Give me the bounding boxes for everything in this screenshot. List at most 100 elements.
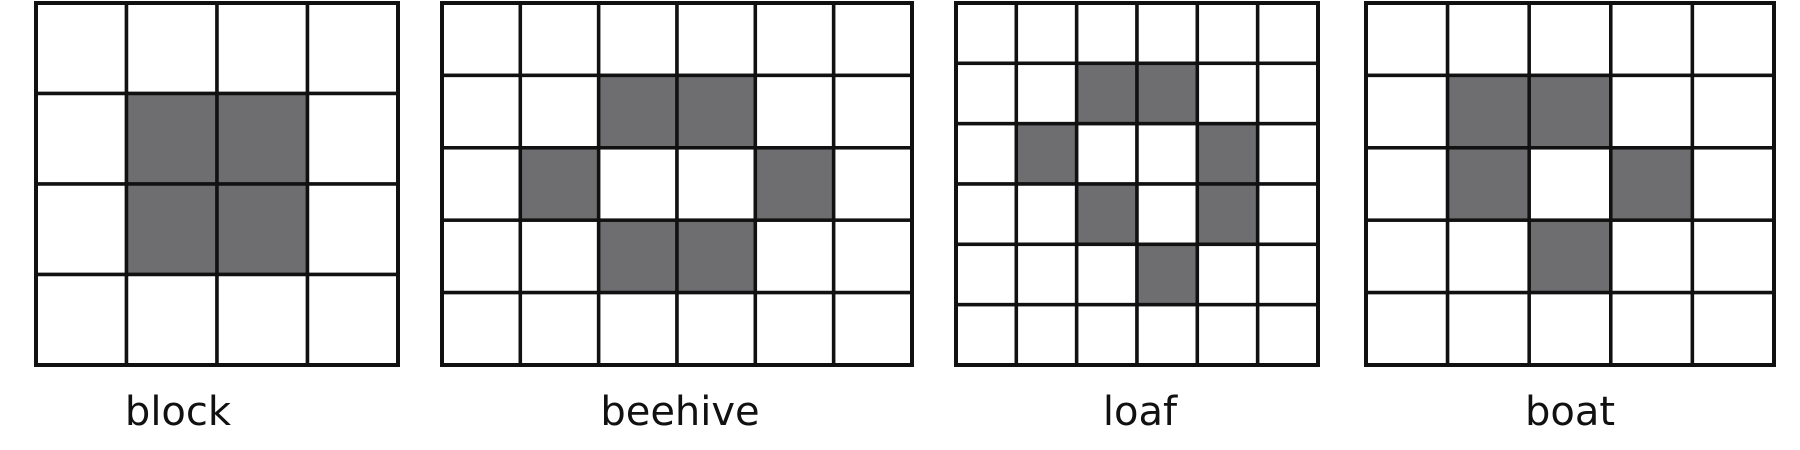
alive-cell [215,182,310,277]
alive-cell [1527,218,1613,295]
grid-frame [440,1,914,367]
alive-cell [596,218,679,295]
pattern-label: block [125,389,232,435]
pattern-label: boat [1525,389,1615,435]
dead-cell [1364,218,1450,295]
dead-cell [1255,121,1320,186]
dead-cell [1690,290,1776,367]
dead-cell [1609,73,1695,150]
dead-cell [1074,302,1139,367]
pattern-2: loaf [954,1,1320,435]
alive-cell [1014,121,1079,186]
dead-cell [124,1,219,96]
dead-cell [954,121,1019,186]
dead-cell [1255,1,1320,66]
dead-cell [1445,290,1531,367]
dead-cell [1364,73,1450,150]
pattern-label: beehive [600,389,759,435]
dead-cell [440,218,523,295]
dead-cell [518,218,601,295]
dead-cell [831,1,914,78]
dead-cell [1690,73,1776,150]
dead-cell [1135,302,1200,367]
alive-cell [1445,73,1531,150]
dead-cell [831,218,914,295]
dead-cell [1195,1,1260,66]
dead-cell [1364,1,1450,78]
dead-cell [305,1,400,96]
dead-cell [305,272,400,367]
dead-cell [596,146,679,222]
dead-cell [753,290,836,367]
alive-cell [1527,73,1613,150]
dead-cell [1135,182,1200,247]
dead-cell [675,290,758,367]
dead-cell [954,61,1019,126]
dead-cell [1609,218,1695,295]
dead-cell [34,182,129,277]
dead-cell [1255,302,1320,367]
dead-cell [1255,182,1320,247]
dead-cell [1255,61,1320,126]
dead-cell [440,290,523,367]
dead-cell [1690,1,1776,78]
dead-cell [675,146,758,222]
alive-cell [675,218,758,295]
alive-cell [1195,182,1260,247]
dead-cell [1690,146,1776,222]
dead-cell [440,73,523,150]
dead-cell [1527,1,1613,78]
dead-cell [1014,242,1079,307]
dead-cell [831,290,914,367]
dead-cell [518,1,601,78]
dead-cell [954,1,1019,66]
alive-cell [596,73,679,150]
dead-cell [34,1,129,96]
dead-cell [954,182,1019,247]
dead-cell [1364,146,1450,222]
dead-cell [305,91,400,186]
dead-cell [954,302,1019,367]
dead-cell [440,146,523,222]
dead-cell [753,73,836,150]
dead-cell [596,1,679,78]
dead-cell [1527,290,1613,367]
dead-cell [596,290,679,367]
dead-cell [305,182,400,277]
dead-cell [1014,1,1079,66]
alive-cell [1135,61,1200,126]
dead-cell [1690,218,1776,295]
dead-cell [1014,61,1079,126]
alive-cell [215,91,310,186]
dead-cell [440,1,523,78]
alive-cell [1445,146,1531,222]
dead-cell [34,91,129,186]
dead-cell [1609,290,1695,367]
grid-frame [34,1,400,367]
alive-cell [124,91,219,186]
dead-cell [34,272,129,367]
grid-frame [1364,1,1776,367]
dead-cell [1135,1,1200,66]
dead-cell [1364,290,1450,367]
alive-cell [1074,182,1139,247]
pattern-0: block [34,1,400,435]
dead-cell [675,1,758,78]
dead-cell [954,242,1019,307]
dead-cell [753,1,836,78]
alive-cell [1195,121,1260,186]
dead-cell [753,218,836,295]
alive-cell [675,73,758,150]
dead-cell [215,1,310,96]
dead-cell [1014,302,1079,367]
alive-cell [124,182,219,277]
pattern-label: loaf [1103,389,1178,435]
alive-cell [1135,242,1200,307]
dead-cell [1014,182,1079,247]
alive-cell [753,146,836,222]
alive-cell [1074,61,1139,126]
dead-cell [1074,242,1139,307]
dead-cell [1074,1,1139,66]
dead-cell [1074,121,1139,186]
